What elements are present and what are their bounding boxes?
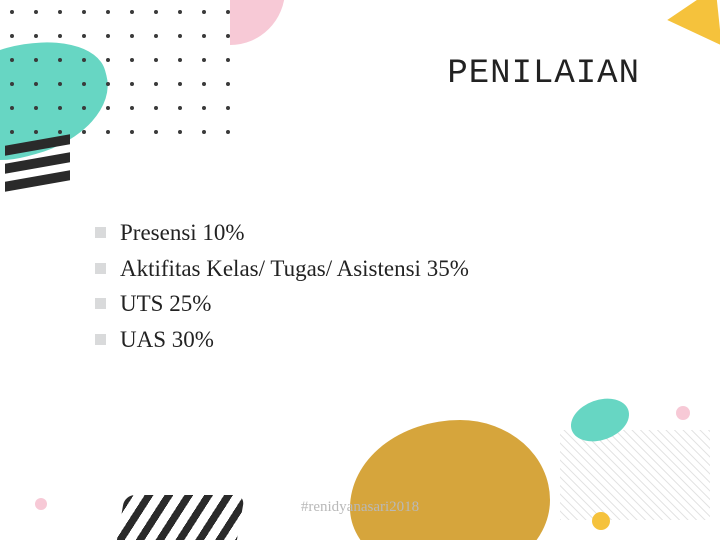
thick-lines-decoration — [5, 140, 70, 194]
mustard-blob-shape — [350, 420, 550, 540]
dot — [106, 10, 110, 14]
dot — [10, 130, 14, 134]
dot — [106, 82, 110, 86]
dot — [34, 10, 38, 14]
dot — [106, 106, 110, 110]
dot — [178, 10, 182, 14]
dot — [130, 10, 134, 14]
dot — [202, 34, 206, 38]
dot — [58, 130, 62, 134]
dot — [82, 58, 86, 62]
dot — [82, 106, 86, 110]
dot — [202, 10, 206, 14]
dot — [154, 82, 158, 86]
list-item: Aktifitas Kelas/ Tugas/ Asistensi 35% — [95, 251, 469, 287]
list-item: UTS 25% — [95, 286, 469, 322]
square-bullet-icon — [95, 334, 106, 345]
list-item: UAS 30% — [95, 322, 469, 358]
dot — [202, 130, 206, 134]
slide: PENILAIAN Presensi 10%Aktifitas Kelas/ T… — [0, 0, 720, 540]
dot — [178, 106, 182, 110]
dot — [10, 34, 14, 38]
page-title: PENILAIAN — [447, 55, 640, 93]
dot — [154, 130, 158, 134]
dot — [106, 130, 110, 134]
list-item-label: UAS 30% — [120, 322, 214, 358]
square-bullet-icon — [95, 227, 106, 238]
dot — [178, 34, 182, 38]
list-item-label: Aktifitas Kelas/ Tugas/ Asistensi 35% — [120, 251, 469, 287]
dot — [226, 106, 230, 110]
dot — [154, 58, 158, 62]
dot — [178, 58, 182, 62]
dot — [58, 106, 62, 110]
list-item: Presensi 10% — [95, 215, 469, 251]
dot — [202, 58, 206, 62]
dot — [202, 106, 206, 110]
dot — [58, 10, 62, 14]
dot — [82, 82, 86, 86]
dot — [82, 10, 86, 14]
dot — [58, 82, 62, 86]
dot — [130, 106, 134, 110]
pink-wedge-shape — [230, 0, 285, 45]
dot — [10, 82, 14, 86]
square-bullet-icon — [95, 263, 106, 274]
dot — [82, 34, 86, 38]
dot — [154, 106, 158, 110]
dot — [10, 106, 14, 110]
yellow-triangle-shape — [667, 0, 720, 45]
dot — [178, 130, 182, 134]
dot — [130, 82, 134, 86]
list-item-label: Presensi 10% — [120, 215, 245, 251]
dot — [178, 82, 182, 86]
dot — [82, 130, 86, 134]
dot — [226, 82, 230, 86]
pink-dot2-shape — [676, 406, 690, 420]
dot — [10, 10, 14, 14]
footer-hashtag: #renidyanasari2018 — [0, 499, 720, 516]
dot — [10, 58, 14, 62]
dot — [34, 82, 38, 86]
dot — [202, 82, 206, 86]
dot — [226, 58, 230, 62]
square-bullet-icon — [95, 298, 106, 309]
dot — [154, 10, 158, 14]
dot — [34, 106, 38, 110]
dot — [130, 130, 134, 134]
dot — [130, 34, 134, 38]
dot-grid-decoration — [10, 10, 240, 150]
dot — [106, 34, 110, 38]
list-item-label: UTS 25% — [120, 286, 211, 322]
dot — [130, 58, 134, 62]
bullet-list: Presensi 10%Aktifitas Kelas/ Tugas/ Asis… — [95, 215, 469, 358]
dot — [34, 58, 38, 62]
dot — [58, 34, 62, 38]
dot — [106, 58, 110, 62]
dot — [34, 34, 38, 38]
dot — [34, 130, 38, 134]
dot — [154, 34, 158, 38]
dot — [226, 130, 230, 134]
dot — [58, 58, 62, 62]
